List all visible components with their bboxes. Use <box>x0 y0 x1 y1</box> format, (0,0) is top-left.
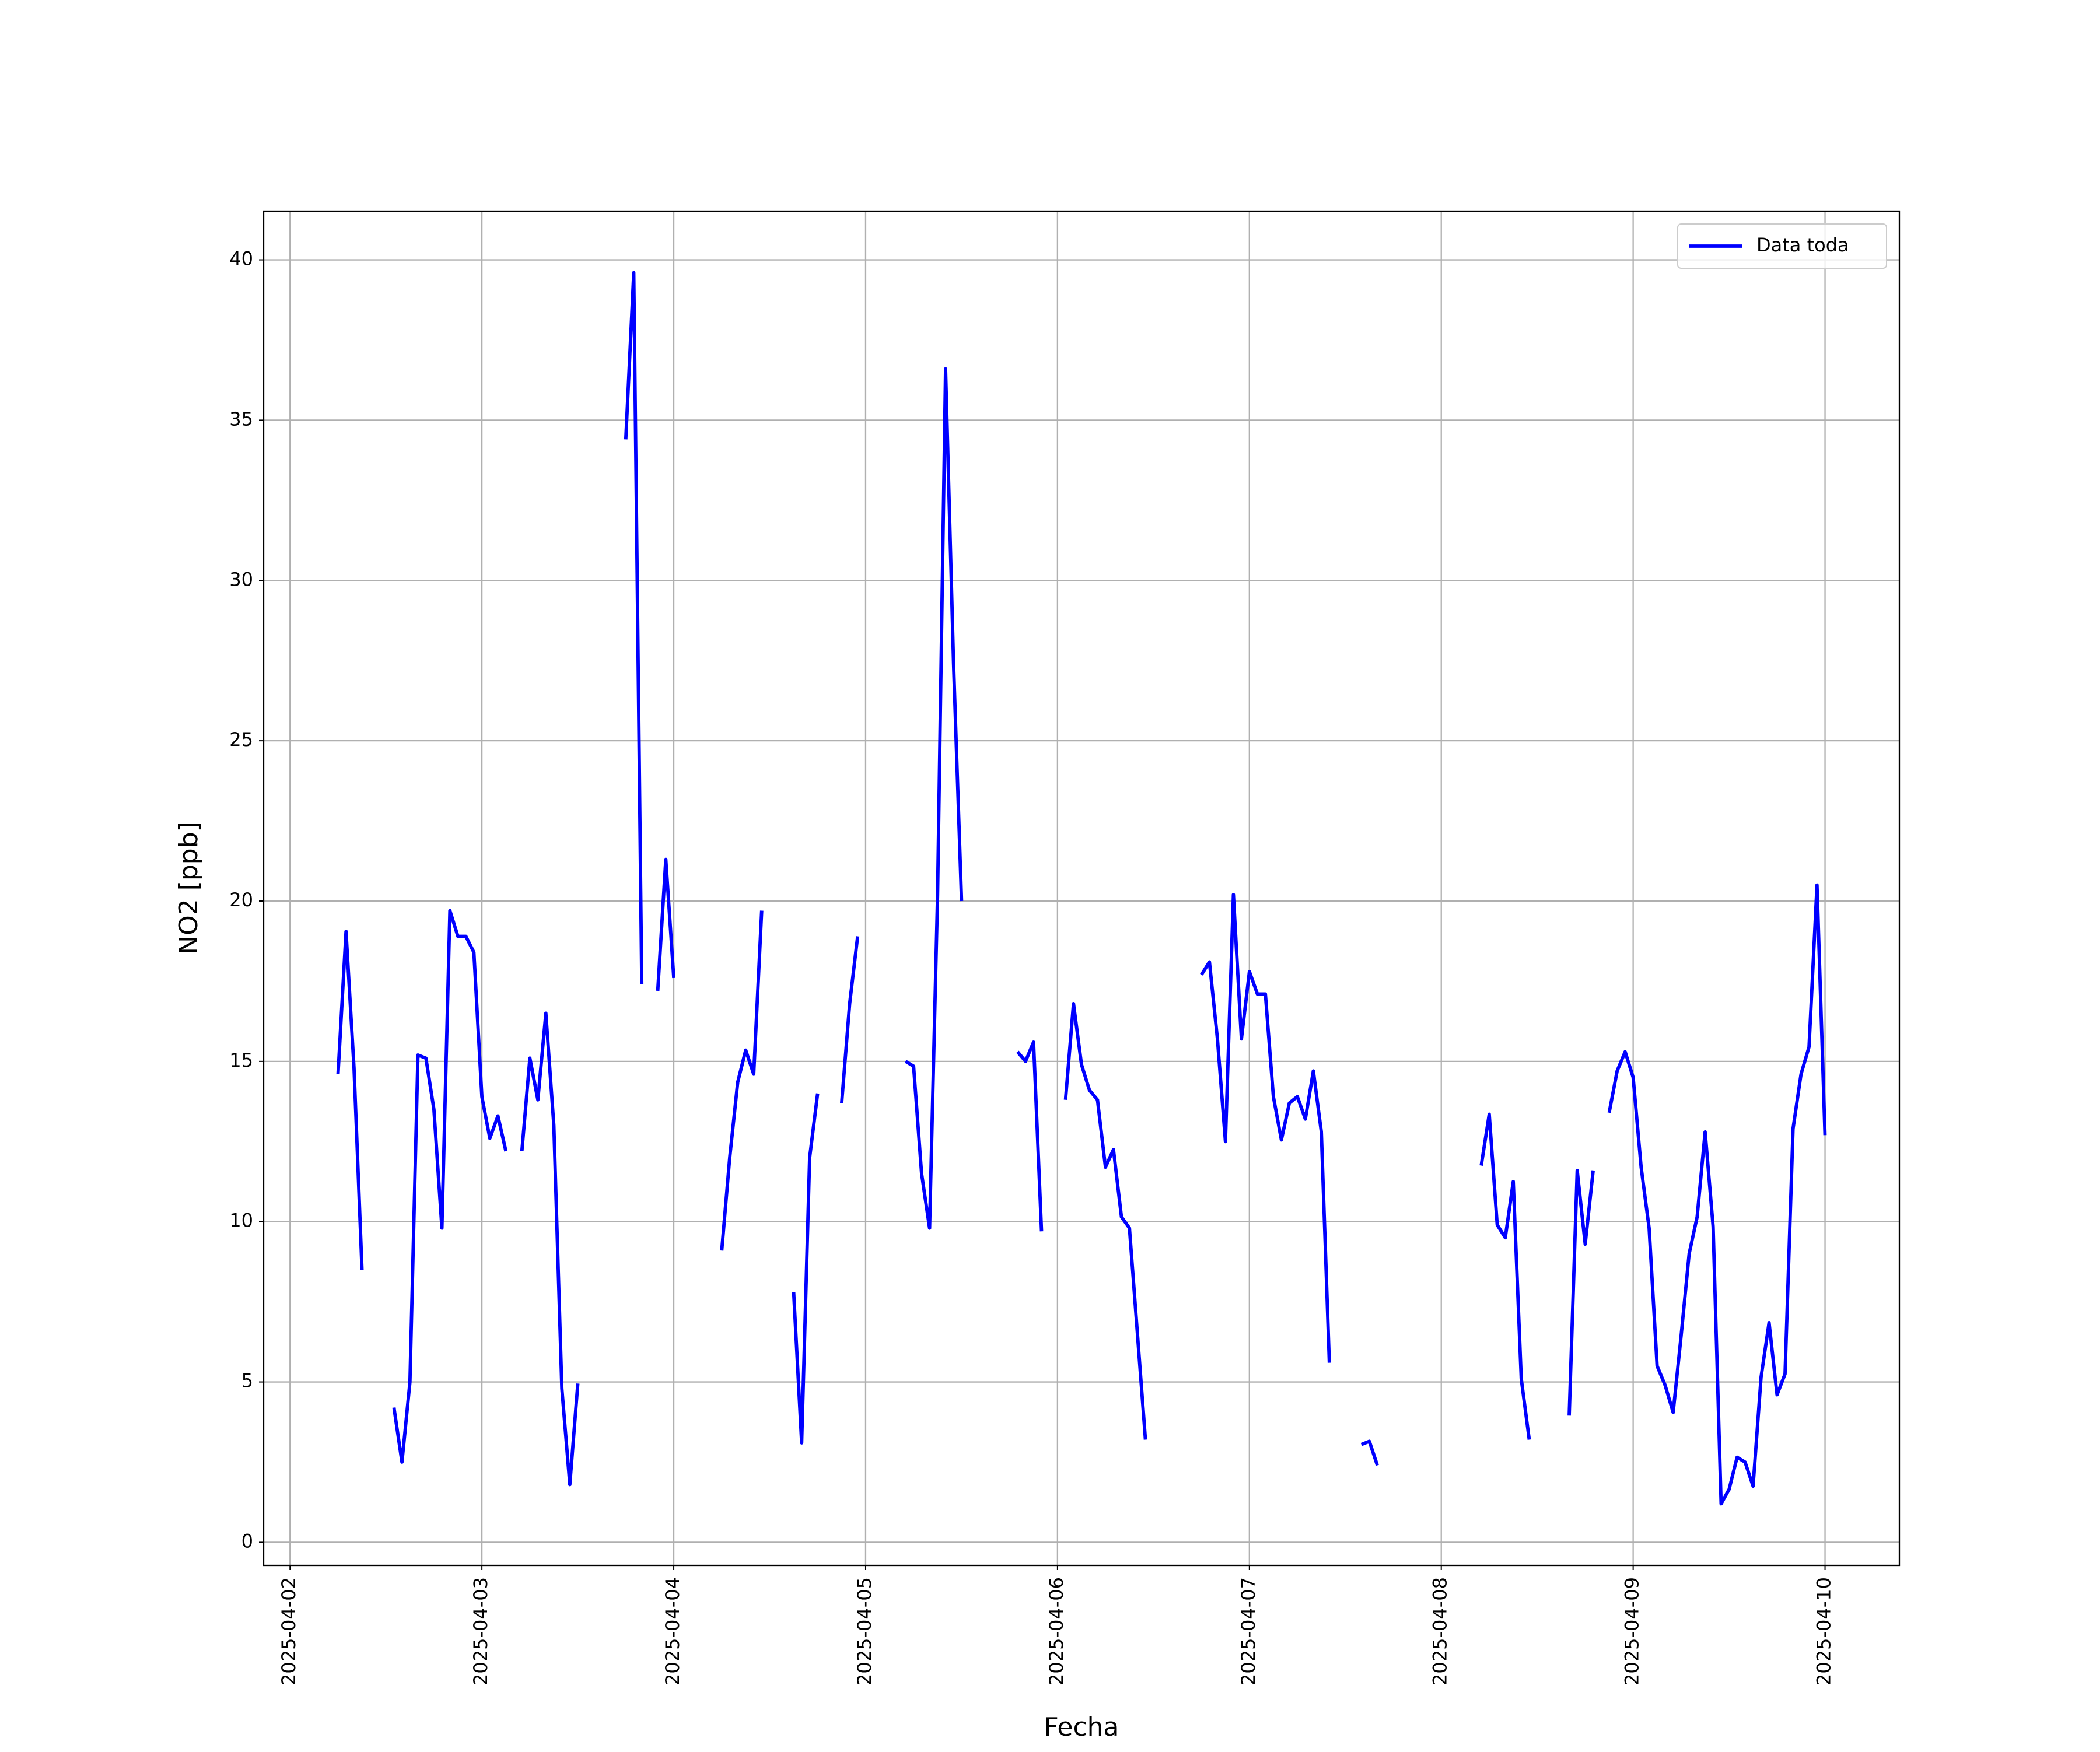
x-tick-label: 2025-04-04 <box>662 1577 684 1686</box>
x-tick-label: 2025-04-03 <box>470 1577 492 1686</box>
y-tick-label: 15 <box>229 1049 253 1071</box>
y-tick-label: 0 <box>242 1530 253 1552</box>
x-tick-label: 2025-04-05 <box>853 1577 876 1686</box>
x-tick-label: 2025-04-06 <box>1045 1577 1068 1686</box>
y-tick-label: 30 <box>229 568 253 590</box>
plot-frame <box>262 210 1901 1567</box>
legend-label: Data toda <box>1756 234 1849 256</box>
x-tick-label: 2025-04-10 <box>1813 1577 1835 1686</box>
y-tick-label: 35 <box>229 408 253 430</box>
x-tick-label: 2025-04-07 <box>1237 1577 1259 1686</box>
legend-box <box>1677 223 1887 269</box>
legend: Data toda <box>1677 223 1887 269</box>
y-tick-label: 20 <box>229 889 253 911</box>
y-tick-label: 10 <box>229 1210 253 1232</box>
x-tick-label: 2025-04-09 <box>1621 1577 1643 1686</box>
y-tick-label: 25 <box>229 728 253 751</box>
y-tick-label: 40 <box>229 248 253 270</box>
x-tick-label: 2025-04-08 <box>1429 1577 1451 1686</box>
data-line <box>336 271 1827 1506</box>
x-tick-label: 2025-04-02 <box>278 1577 300 1686</box>
x-axis-label: Fecha <box>1044 1712 1119 1742</box>
y-tick-label: 5 <box>242 1370 253 1392</box>
y-axis-label: NO2 [ppb] <box>174 822 204 955</box>
